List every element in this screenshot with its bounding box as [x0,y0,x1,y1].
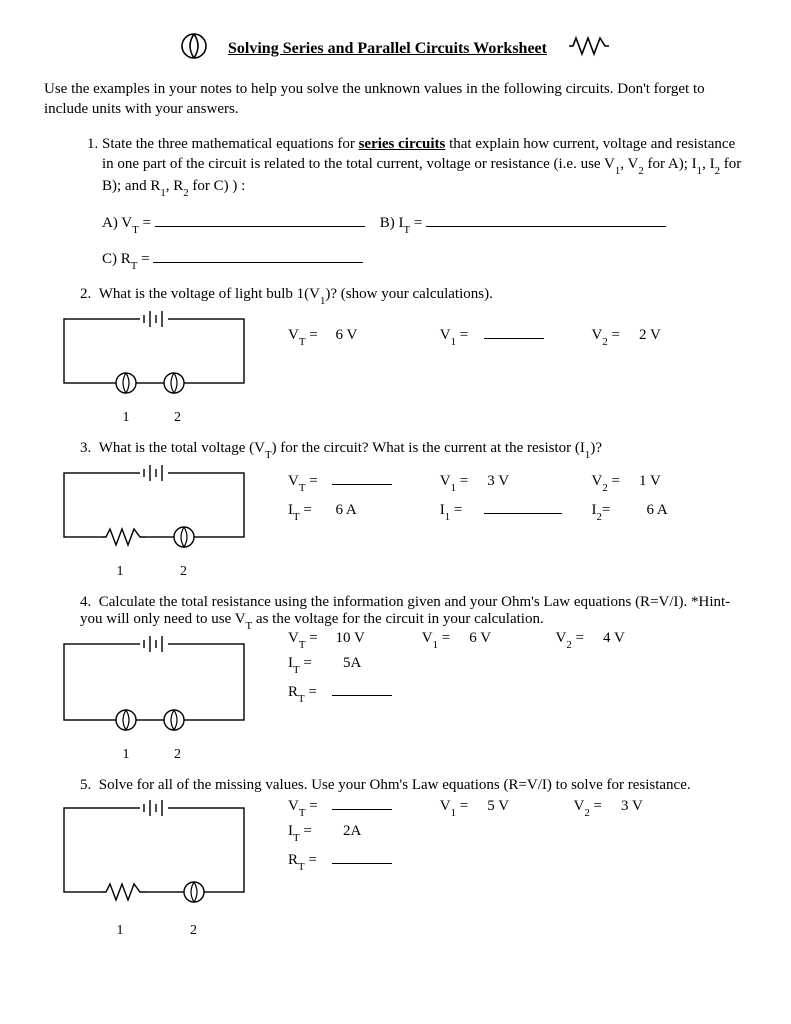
q2-text2: )? (show your calculations). [325,286,492,302]
q5-comp1: 1 [100,923,140,939]
q3-block: 1 2 VT = V1 = 3 V V2 = 1 V IT = 6 A I1 =… [44,459,747,580]
intro-text: Use the examples in your notes to help y… [44,79,747,120]
q3-it: 6 A [336,502,390,519]
q2-values: VT = 6 V V1 = V2 = 2 V [288,305,740,352]
q3-text2: ) for the circuit? What is the current a… [272,440,585,456]
problem-5: 5. Solve for all of the missing values. … [80,777,747,794]
q4-circuit: 1 2 [44,630,264,763]
q4-it: 5A [343,655,397,672]
q3-i1-blank[interactable] [484,498,562,514]
problem-1: State the three mathematical equations f… [102,134,747,273]
q5-vt-blank[interactable] [332,794,392,810]
worksheet-header: Solving Series and Parallel Circuits Wor… [44,32,747,65]
q4-comp1: 1 [90,747,162,763]
q3-text3: )? [590,440,602,456]
q3-text: What is the total voltage (V [99,440,265,456]
q1a-blank[interactable] [155,211,365,227]
q1-post4: for C) ) : [189,178,246,194]
q5-it: 2A [343,823,397,840]
q4-text2: as the voltage for the circuit in your c… [252,611,544,627]
problems-list: State the three mathematical equations f… [44,134,747,273]
q3-i2: 6 A [647,502,701,519]
q3-labels: 1 2 [44,564,264,580]
q3-comp1: 1 [100,564,140,580]
q4-comp2: 2 [166,747,190,763]
q1b-blank[interactable] [426,211,666,227]
q4-labels: 1 2 [44,747,264,763]
q4-rt-blank[interactable] [332,680,392,696]
q2-vt: 6 V [336,327,390,344]
worksheet-title: Solving Series and Parallel Circuits Wor… [228,40,547,58]
q1-pre: State the three mathematical equations f… [102,136,359,152]
q2-v1-blank[interactable] [484,323,544,339]
problem-4: 4. Calculate the total resistance using … [80,594,747,630]
q4-block: 1 2 VT = 10 V V1 = 6 V V2 = 4 V IT = 5A … [44,630,747,763]
q1-bold: series circuits [359,136,446,152]
q3-vt-blank[interactable] [332,469,392,485]
q5-v1: 5 V [487,798,541,815]
problem-2: 2. What is the voltage of light bulb 1(V… [80,286,747,305]
q3-v1: 3 V [487,473,541,490]
q3-comp2: 2 [164,564,204,580]
q5-block: 1 2 VT = V1 = 5 V V2 = 3 V IT = 2A RT = [44,794,747,939]
q1b-label: B) I [380,215,404,231]
problem-3: 3. What is the total voltage (VT) for th… [80,440,747,459]
q2-labels: 1 2 [44,410,264,426]
q5-labels: 1 2 [44,923,264,939]
q4-v2: 4 V [603,630,657,647]
q5-comp2: 2 [174,923,214,939]
q3-circuit: 1 2 [44,459,264,580]
q3-v2: 1 V [639,473,693,490]
q1-row-c: C) RT = [102,247,747,272]
q1-row-ab: A) VT = B) IT = [102,211,747,236]
q2-v2: 2 V [639,327,693,344]
q5-circuit: 1 2 [44,794,264,939]
q4-vt: 10 V [336,630,390,647]
q3-values: VT = V1 = 3 V V2 = 1 V IT = 6 A I1 = I2=… [288,459,740,527]
q5-values: VT = V1 = 5 V V2 = 3 V IT = 2A RT = [288,794,704,877]
q2-circuit: 1 2 [44,305,264,426]
q2-comp2: 2 [166,410,190,426]
resistor-icon [567,35,611,62]
q5-v2: 3 V [621,798,675,815]
q2-comp1: 1 [90,410,162,426]
q1c-label: C) R [102,251,131,267]
q1-post2: for A); I [644,156,697,172]
q2-block: 1 2 VT = 6 V V1 = V2 = 2 V [44,305,747,426]
q1a-label: A) V [102,215,132,231]
q5-text: Solve for all of the missing values. Use… [99,777,691,793]
bulb-icon [180,32,208,65]
q4-values: VT = 10 V V1 = 6 V V2 = 4 V IT = 5A RT = [288,630,686,709]
q4-v1: 6 V [469,630,523,647]
q1c-blank[interactable] [153,247,363,263]
q5-rt-blank[interactable] [332,848,392,864]
q2-text: What is the voltage of light bulb 1(V [99,286,320,302]
